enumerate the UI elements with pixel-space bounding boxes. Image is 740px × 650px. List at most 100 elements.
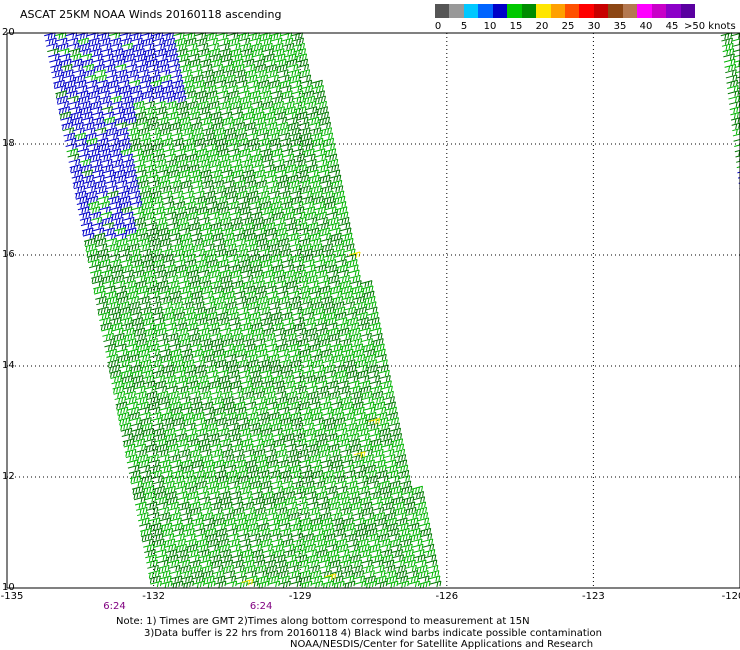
wind-barb — [259, 422, 272, 431]
wind-barb — [373, 512, 386, 521]
wind-barb — [60, 116, 73, 124]
wind-barb — [176, 385, 189, 393]
wind-barb — [302, 480, 315, 488]
wind-barb — [324, 480, 337, 487]
wind-barb — [308, 454, 321, 463]
wind-barb — [413, 554, 426, 562]
wind-barb — [106, 190, 119, 198]
wind-barb — [300, 522, 312, 531]
wind-barb — [242, 280, 255, 289]
wind-barb — [66, 37, 79, 44]
wind-barb — [146, 174, 159, 182]
wind-barb — [288, 517, 301, 524]
wind-barb — [277, 570, 289, 579]
wind-barb — [205, 422, 218, 431]
wind-barb — [278, 464, 290, 472]
wind-barb — [219, 106, 232, 113]
wind-barb — [303, 95, 316, 104]
wind-barb — [66, 90, 78, 98]
wind-barb — [315, 380, 328, 387]
wind-barb — [732, 38, 740, 44]
wind-barb — [328, 280, 341, 287]
wind-barb — [266, 290, 278, 298]
wind-barb — [206, 538, 219, 547]
wind-barb — [224, 353, 237, 361]
wind-barb — [83, 237, 96, 246]
wind-barb — [287, 69, 300, 77]
wind-barb — [238, 148, 251, 157]
wind-barb — [138, 406, 150, 414]
wind-barb — [113, 390, 126, 399]
wind-barb — [147, 564, 159, 572]
wind-barb — [229, 100, 241, 109]
wind-barb — [121, 433, 134, 440]
wind-barb — [52, 74, 64, 81]
wind-barb — [173, 143, 185, 150]
wind-barb — [232, 559, 244, 567]
wind-barb — [74, 132, 86, 141]
wind-barb — [174, 148, 186, 155]
wind-barb — [135, 448, 148, 457]
wind-barb — [211, 564, 224, 572]
wind-barb — [61, 69, 74, 78]
wind-barb — [180, 237, 193, 246]
legend-swatch — [449, 4, 465, 18]
wind-barb — [128, 190, 141, 197]
wind-barb — [194, 364, 207, 373]
wind-barb — [410, 538, 423, 545]
wind-barb — [134, 332, 147, 341]
wind-barb — [282, 322, 295, 329]
wind-barb — [161, 417, 174, 425]
wind-barb — [186, 380, 199, 388]
wind-barb — [247, 195, 260, 204]
wind-barb — [194, 85, 206, 92]
wind-barb — [322, 417, 335, 426]
wind-barb — [328, 169, 341, 176]
wind-barb — [291, 533, 304, 540]
wind-barb — [389, 538, 401, 547]
wind-barb — [54, 32, 67, 40]
wind-barb — [278, 243, 291, 251]
wind-barb — [132, 153, 144, 160]
wind-barb — [132, 491, 145, 499]
wind-barb — [207, 153, 219, 162]
wind-barb — [183, 417, 195, 426]
wind-barb — [224, 295, 236, 304]
legend-tick-label: 35 — [613, 21, 627, 32]
wind-barb — [397, 580, 410, 588]
wind-barb — [312, 253, 325, 261]
wind-barb — [62, 127, 75, 134]
wind-barb — [346, 485, 359, 493]
wind-barb — [179, 454, 192, 461]
wind-barb — [161, 527, 174, 536]
wind-barb — [98, 148, 111, 156]
wind-barb — [254, 506, 266, 515]
wind-barb — [198, 327, 210, 335]
wind-barb — [329, 448, 341, 457]
wind-barb — [216, 259, 229, 267]
wind-barb — [286, 338, 298, 346]
wind-barb — [84, 132, 97, 141]
wind-barb — [333, 580, 345, 589]
wind-barb — [347, 543, 360, 551]
wind-barb — [362, 290, 375, 299]
wind-barb — [172, 253, 185, 261]
wind-barb — [173, 32, 185, 39]
wind-barb — [116, 348, 128, 356]
wind-barb — [180, 459, 193, 468]
wind-barb — [219, 327, 232, 334]
wind-barb — [280, 32, 293, 39]
wind-barb — [327, 274, 340, 283]
wind-barb — [355, 417, 367, 425]
wind-barb — [224, 185, 236, 194]
wind-barb — [130, 259, 143, 267]
wind-barb — [55, 90, 67, 99]
wind-barb — [134, 443, 147, 450]
wind-barb — [318, 116, 331, 125]
wind-barb — [234, 295, 247, 303]
wind-barb — [325, 433, 338, 441]
wind-barb — [378, 480, 390, 489]
wind-barb — [127, 132, 140, 140]
wind-barb — [182, 301, 194, 309]
wind-barb — [145, 554, 157, 562]
